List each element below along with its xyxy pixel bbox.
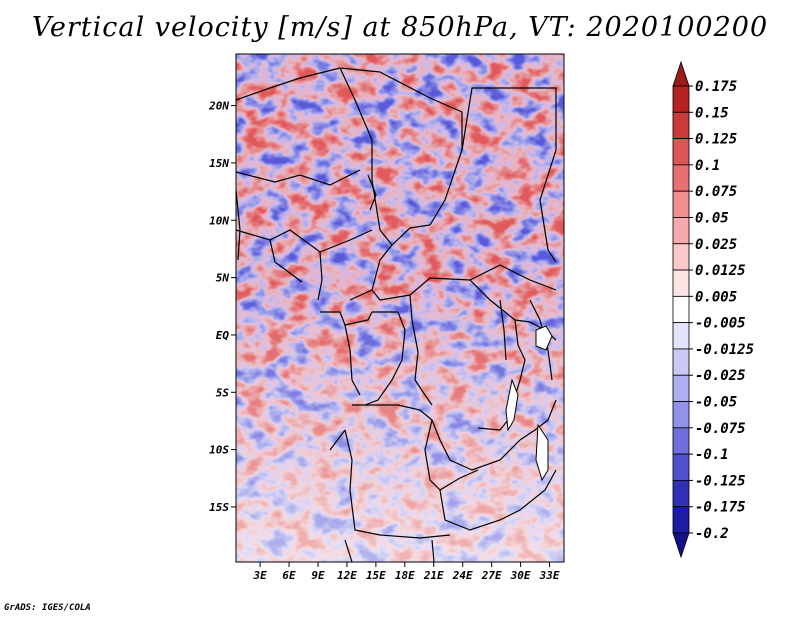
colorbar-label: -0.075 — [695, 421, 746, 437]
colorbar-swatch — [672, 85, 690, 113]
colorbar-swatch — [672, 60, 690, 87]
colorbar-swatch — [672, 532, 690, 559]
colorbar-swatch — [672, 480, 690, 508]
chart-title: Vertical velocity [m/s] at 850hPa, VT: 2… — [31, 12, 769, 43]
lat-tick-label: 5S — [216, 386, 230, 399]
colorbar-swatch — [672, 453, 690, 481]
colorbar-label: -0.025 — [695, 368, 746, 384]
lat-tick-label: 10N — [209, 214, 229, 227]
colorbar-swatch — [672, 427, 690, 455]
lakes — [505, 325, 553, 482]
colorbar-swatch — [672, 190, 690, 218]
colorbar-label: -0.125 — [695, 473, 746, 489]
lon-tick-label: 21E — [423, 569, 444, 582]
colorbar-swatch — [672, 295, 690, 324]
colorbar-swatch — [672, 138, 690, 166]
colorbar-label: -0.175 — [695, 500, 746, 516]
colorbar-swatch — [672, 401, 690, 429]
colorbar-swatch — [672, 111, 690, 139]
lon-tick-label: 18E — [395, 569, 415, 582]
map-frame — [235, 53, 565, 563]
longitude-axis: 3E 6E 9E 12E 15E 18E 21E 24E 27E 30E 33E — [252, 562, 560, 582]
colorbar-swatch — [672, 506, 690, 534]
colorbar-label: -0.05 — [695, 395, 737, 411]
latitude-axis: 20N 15N 10N 5N EQ 5S 10S 15S — [208, 100, 236, 514]
lat-tick-label: 10S — [209, 444, 229, 457]
lon-tick-label: 6E — [282, 569, 296, 582]
colorbar-label: 0.15 — [695, 105, 729, 121]
lat-tick-label: 20N — [208, 100, 229, 113]
lat-tick-label: 15S — [209, 501, 229, 514]
velocity-fade — [236, 54, 564, 562]
lat-tick-label: EQ — [216, 329, 230, 342]
colorbar-swatch — [672, 164, 690, 192]
lon-tick-label: 24E — [452, 569, 473, 582]
colorbar-label: 0.125 — [695, 132, 737, 148]
colorbar-label: 0.025 — [695, 237, 737, 253]
colorbar-swatch — [672, 374, 690, 402]
colorbar-label: 0.075 — [695, 184, 737, 200]
lon-tick-label: 3E — [252, 569, 267, 582]
lon-tick-label: 27E — [481, 569, 502, 582]
lat-tick-label: 5N — [216, 272, 230, 285]
colorbar-swatch — [672, 269, 690, 297]
colorbar-label: 0.0125 — [695, 263, 746, 279]
lon-tick-label: 9E — [311, 569, 325, 582]
credit-label: GrADS: IGES/COLA — [4, 603, 91, 613]
colorbar-label: -0.0125 — [695, 342, 754, 358]
colorbar-swatch — [672, 217, 690, 245]
colorbar-label: 0.175 — [695, 79, 737, 95]
colorbar-label: 0.005 — [695, 289, 737, 305]
lat-tick-label: 15N — [209, 157, 229, 170]
colorbar-swatch — [672, 348, 690, 376]
lon-tick-label: 33E — [539, 569, 560, 582]
colorbar-label: -0.005 — [695, 316, 746, 332]
colorbar-label: 0.05 — [695, 210, 729, 226]
colorbar-label: 0.1 — [695, 158, 720, 174]
lon-tick-label: 12E — [337, 569, 357, 582]
colorbar-swatch — [672, 322, 690, 350]
colorbar-swatch — [672, 243, 690, 271]
colorbar: 0.175 0.15 0.125 0.1 0.075 0.05 0.025 0.0125 0.0… — [672, 60, 754, 559]
lon-tick-label: 30E — [510, 569, 531, 582]
map-border — [235, 53, 565, 563]
lon-tick-label: 15E — [366, 569, 386, 582]
colorbar-label: -0.2 — [695, 526, 729, 542]
colorbar-label: -0.1 — [695, 447, 729, 463]
